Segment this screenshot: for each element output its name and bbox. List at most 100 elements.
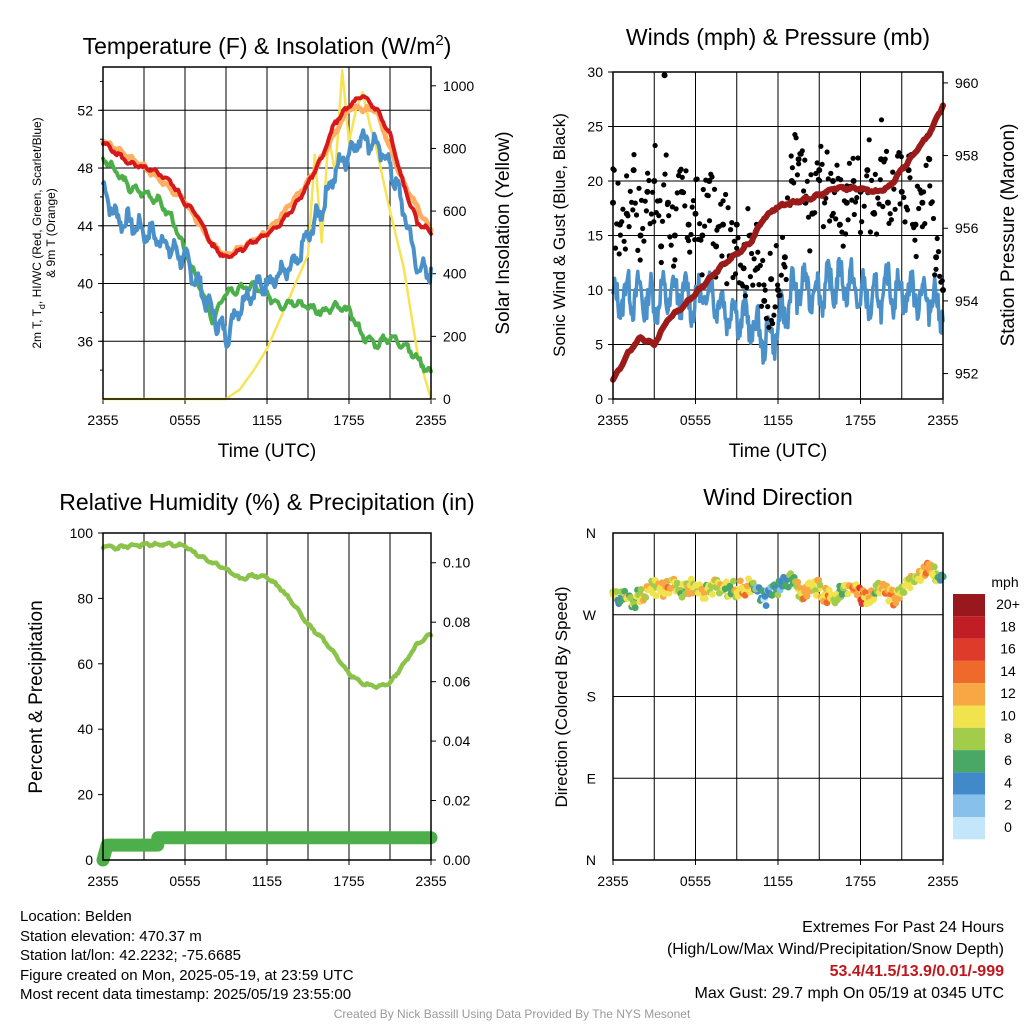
gust-point xyxy=(911,225,917,231)
plot-frame xyxy=(102,532,432,861)
gust-point xyxy=(875,195,881,201)
colorbar-swatch xyxy=(953,594,985,617)
gust-point xyxy=(725,205,731,211)
gust-point xyxy=(896,150,902,156)
location-text: Location: Belden xyxy=(20,908,132,925)
chart-title-sup: 2 xyxy=(435,32,443,49)
chart-title-end: ) xyxy=(444,33,452,59)
y-tick-label: 40 xyxy=(77,276,93,292)
gust-point xyxy=(898,154,904,160)
gust-point xyxy=(762,287,768,293)
gust-point xyxy=(897,201,903,207)
y2-tick-label: 1000 xyxy=(443,78,474,94)
colorbar-label: 10 xyxy=(1000,708,1016,724)
wind-direction-point xyxy=(737,577,744,585)
colorbar-swatch xyxy=(953,772,985,795)
gust-point xyxy=(751,256,757,262)
speed-colorbar: mph 20+ 18 16 14 12 10 8 6 4 2 0 xyxy=(953,574,1020,840)
chart-title: Temperature (F) & Insolation (W/m2) xyxy=(83,32,452,59)
x-tick-label: 1155 xyxy=(763,412,793,428)
y2-tick-label: 956 xyxy=(955,220,979,236)
gust-point xyxy=(890,169,896,175)
gust-point xyxy=(836,222,843,228)
gust-point xyxy=(929,199,935,205)
x-tick-label: 2355 xyxy=(415,412,446,428)
x-tick-label: 0555 xyxy=(680,873,711,889)
gust-point xyxy=(916,205,922,212)
gust-point xyxy=(680,189,687,196)
wind-direction-point xyxy=(803,592,811,600)
gust-point xyxy=(692,210,699,217)
gust-point xyxy=(757,262,763,269)
gust-point xyxy=(913,253,919,260)
gust-point xyxy=(907,175,913,181)
y-tick-label: 10 xyxy=(587,282,603,298)
gust-point xyxy=(622,246,629,252)
gust-point xyxy=(830,178,836,184)
gust-point xyxy=(737,262,744,268)
y-tick-label: N xyxy=(586,525,596,541)
gust-point xyxy=(864,167,871,174)
gust-point xyxy=(744,284,750,290)
y2-tick-label: 0.08 xyxy=(443,614,470,630)
gust-point xyxy=(659,218,666,224)
gust-point xyxy=(824,149,830,155)
gust-point xyxy=(777,292,783,298)
y2-tick-label: 0.04 xyxy=(443,733,470,749)
colorbar-label: 12 xyxy=(1000,685,1016,701)
y2-tick-label: 960 xyxy=(955,75,979,91)
gust-point xyxy=(807,248,813,254)
heat-index-wind-chill-line xyxy=(101,128,433,349)
gust-point xyxy=(885,199,891,205)
gust-point xyxy=(632,200,638,206)
gust-point xyxy=(688,231,694,238)
y-tick-label: 52 xyxy=(77,102,93,118)
x-tick-label: 2355 xyxy=(597,412,628,428)
y-axis-label: Percent & Precipitation xyxy=(26,600,47,793)
gust-point xyxy=(855,155,861,161)
wind-direction-point xyxy=(627,594,634,602)
y2-tick-label: 952 xyxy=(955,366,979,382)
gust-point xyxy=(901,194,907,200)
gust-point xyxy=(699,272,705,278)
wind-direction-point xyxy=(745,575,752,583)
gust-point xyxy=(922,221,928,227)
gust-point xyxy=(644,188,651,195)
wind-direction-point xyxy=(885,597,893,605)
colorbar-label: 14 xyxy=(1000,663,1016,679)
gust-point xyxy=(926,155,932,161)
gust-point xyxy=(781,254,788,261)
gust-point xyxy=(685,238,692,244)
wind-direction-point xyxy=(708,591,716,598)
gust-point xyxy=(867,229,874,235)
gust-point xyxy=(711,186,718,192)
gust-point xyxy=(732,271,739,277)
gust-point xyxy=(747,274,754,280)
y-tick-label: 20 xyxy=(587,173,603,189)
y2-axis-label: Station Pressure (Maroon) xyxy=(998,124,1019,347)
gust-point xyxy=(933,254,940,261)
gust-point xyxy=(729,220,735,226)
gust-point xyxy=(749,250,755,257)
wind-direction-point xyxy=(816,581,824,589)
gust-point xyxy=(658,243,665,250)
gust-point xyxy=(631,152,637,158)
gust-point xyxy=(651,219,657,225)
gust-point xyxy=(794,172,801,178)
gust-point xyxy=(874,231,880,237)
gust-point xyxy=(919,199,926,206)
wind-direction-point xyxy=(642,594,650,601)
gust-point xyxy=(731,238,737,244)
max-gust-text: Max Gust: 29.7 mph On 05/19 at 0345 UTC xyxy=(694,985,1005,1002)
gust-point xyxy=(775,282,781,288)
wind-direction-point xyxy=(931,563,938,571)
gust-point xyxy=(934,235,940,242)
x-axis-label: Time (UTC) xyxy=(218,441,317,462)
gust-point xyxy=(671,232,678,239)
y2-tick-label: 0.10 xyxy=(443,555,470,571)
gust-point xyxy=(673,206,679,212)
gust-point xyxy=(646,177,652,184)
relative-humidity-line xyxy=(100,540,434,690)
gust-point xyxy=(700,186,706,193)
